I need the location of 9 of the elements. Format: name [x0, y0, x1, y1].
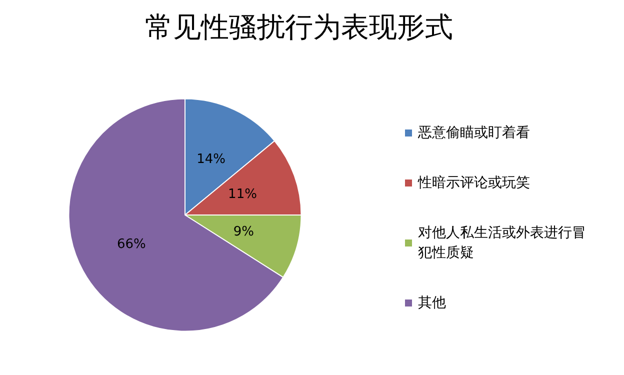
legend-label: 性暗示评论或玩笑 — [417, 175, 530, 191]
legend-label: 其他 — [418, 295, 446, 311]
chart-title: 常见性骚扰行为表现形式 — [145, 10, 453, 44]
legend-label: 恶意偷瞄或盯着看 — [417, 125, 530, 141]
data-label: 14% — [196, 152, 226, 168]
legend-label: 对他人私生活或外表进行冒犯性质疑 — [418, 225, 586, 261]
data-label: 11% — [228, 186, 257, 202]
data-label: 66% — [116, 236, 146, 252]
data-label: 9% — [233, 224, 254, 240]
